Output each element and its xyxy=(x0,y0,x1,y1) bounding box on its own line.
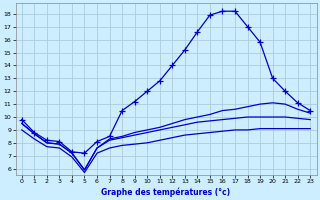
X-axis label: Graphe des températures (°c): Graphe des températures (°c) xyxy=(101,187,231,197)
